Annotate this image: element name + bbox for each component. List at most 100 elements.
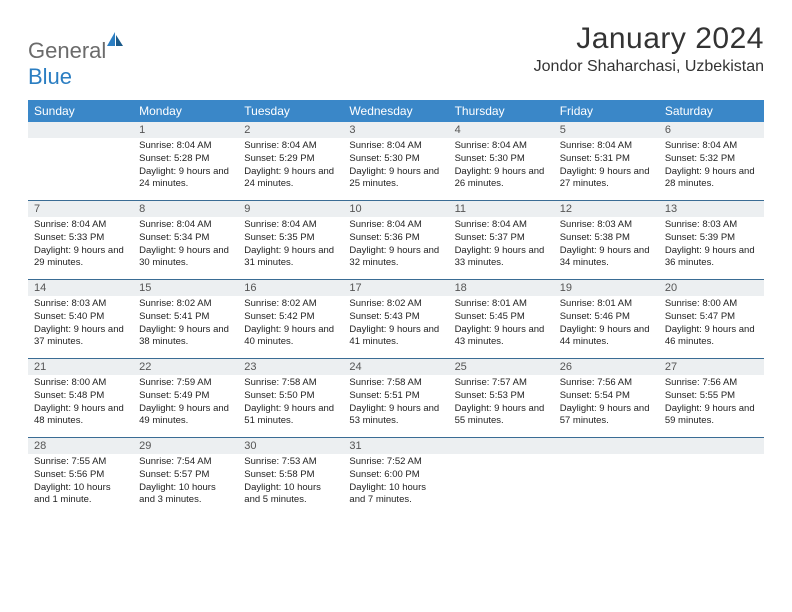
day-number (659, 438, 764, 454)
day-content: Sunrise: 7:54 AMSunset: 5:57 PMDaylight:… (133, 454, 238, 513)
day-number: 4 (449, 122, 554, 138)
weekday-header: Thursday (449, 100, 554, 122)
day-number: 12 (554, 201, 659, 217)
calendar-day: 26Sunrise: 7:56 AMSunset: 5:54 PMDayligh… (554, 359, 659, 437)
day-number: 29 (133, 438, 238, 454)
weekday-header: Saturday (659, 100, 764, 122)
day-content (449, 454, 554, 462)
day-content: Sunrise: 8:04 AMSunset: 5:36 PMDaylight:… (343, 217, 448, 276)
calendar-day: 4Sunrise: 8:04 AMSunset: 5:30 PMDaylight… (449, 122, 554, 200)
day-content: Sunrise: 8:02 AMSunset: 5:41 PMDaylight:… (133, 296, 238, 355)
day-content: Sunrise: 7:55 AMSunset: 5:56 PMDaylight:… (28, 454, 133, 513)
calendar-day: 13Sunrise: 8:03 AMSunset: 5:39 PMDayligh… (659, 201, 764, 279)
calendar-day: 14Sunrise: 8:03 AMSunset: 5:40 PMDayligh… (28, 280, 133, 358)
calendar-day: 30Sunrise: 7:53 AMSunset: 5:58 PMDayligh… (238, 438, 343, 516)
day-content: Sunrise: 8:04 AMSunset: 5:30 PMDaylight:… (343, 138, 448, 197)
calendar-day: 12Sunrise: 8:03 AMSunset: 5:38 PMDayligh… (554, 201, 659, 279)
day-number: 10 (343, 201, 448, 217)
day-number: 21 (28, 359, 133, 375)
day-number: 18 (449, 280, 554, 296)
calendar-day: 3Sunrise: 8:04 AMSunset: 5:30 PMDaylight… (343, 122, 448, 200)
day-number: 2 (238, 122, 343, 138)
logo: GeneralBlue (28, 22, 126, 90)
calendar-week: 28Sunrise: 7:55 AMSunset: 5:56 PMDayligh… (28, 438, 764, 516)
calendar-day: 15Sunrise: 8:02 AMSunset: 5:41 PMDayligh… (133, 280, 238, 358)
day-content: Sunrise: 8:02 AMSunset: 5:42 PMDaylight:… (238, 296, 343, 355)
day-number: 16 (238, 280, 343, 296)
day-number: 5 (554, 122, 659, 138)
day-number: 24 (343, 359, 448, 375)
calendar-day: 11Sunrise: 8:04 AMSunset: 5:37 PMDayligh… (449, 201, 554, 279)
month-title: January 2024 (534, 22, 764, 56)
calendar-day (449, 438, 554, 516)
location: Jondor Shaharchasi, Uzbekistan (534, 58, 764, 76)
day-content: Sunrise: 7:59 AMSunset: 5:49 PMDaylight:… (133, 375, 238, 434)
weekday-header-row: SundayMondayTuesdayWednesdayThursdayFrid… (28, 100, 764, 122)
day-number: 6 (659, 122, 764, 138)
day-content: Sunrise: 7:52 AMSunset: 6:00 PMDaylight:… (343, 454, 448, 513)
calendar-week: 14Sunrise: 8:03 AMSunset: 5:40 PMDayligh… (28, 280, 764, 359)
day-content: Sunrise: 7:58 AMSunset: 5:50 PMDaylight:… (238, 375, 343, 434)
day-content: Sunrise: 8:04 AMSunset: 5:28 PMDaylight:… (133, 138, 238, 197)
day-content: Sunrise: 8:00 AMSunset: 5:47 PMDaylight:… (659, 296, 764, 355)
weekday-header: Sunday (28, 100, 133, 122)
calendar-day: 17Sunrise: 8:02 AMSunset: 5:43 PMDayligh… (343, 280, 448, 358)
day-number: 3 (343, 122, 448, 138)
day-number: 23 (238, 359, 343, 375)
day-content: Sunrise: 7:56 AMSunset: 5:55 PMDaylight:… (659, 375, 764, 434)
day-number: 8 (133, 201, 238, 217)
title-block: January 2024 Jondor Shaharchasi, Uzbekis… (534, 22, 764, 76)
calendar-day: 7Sunrise: 8:04 AMSunset: 5:33 PMDaylight… (28, 201, 133, 279)
day-number: 19 (554, 280, 659, 296)
day-number: 14 (28, 280, 133, 296)
day-number: 20 (659, 280, 764, 296)
day-content: Sunrise: 8:04 AMSunset: 5:37 PMDaylight:… (449, 217, 554, 276)
calendar-day (28, 122, 133, 200)
logo-text: GeneralBlue (28, 30, 126, 90)
day-number: 22 (133, 359, 238, 375)
day-content: Sunrise: 8:02 AMSunset: 5:43 PMDaylight:… (343, 296, 448, 355)
calendar-day: 20Sunrise: 8:00 AMSunset: 5:47 PMDayligh… (659, 280, 764, 358)
day-number: 1 (133, 122, 238, 138)
calendar-day: 27Sunrise: 7:56 AMSunset: 5:55 PMDayligh… (659, 359, 764, 437)
day-content: Sunrise: 7:53 AMSunset: 5:58 PMDaylight:… (238, 454, 343, 513)
calendar-day: 25Sunrise: 7:57 AMSunset: 5:53 PMDayligh… (449, 359, 554, 437)
logo-text-general: General (28, 38, 106, 63)
day-number: 26 (554, 359, 659, 375)
calendar-day: 18Sunrise: 8:01 AMSunset: 5:45 PMDayligh… (449, 280, 554, 358)
day-content (28, 138, 133, 146)
day-content: Sunrise: 8:03 AMSunset: 5:40 PMDaylight:… (28, 296, 133, 355)
day-content: Sunrise: 7:58 AMSunset: 5:51 PMDaylight:… (343, 375, 448, 434)
day-number: 17 (343, 280, 448, 296)
weekday-header: Monday (133, 100, 238, 122)
day-number: 30 (238, 438, 343, 454)
day-number: 28 (28, 438, 133, 454)
day-content: Sunrise: 8:03 AMSunset: 5:39 PMDaylight:… (659, 217, 764, 276)
calendar-day (554, 438, 659, 516)
day-number: 13 (659, 201, 764, 217)
day-number: 25 (449, 359, 554, 375)
logo-sail-icon (104, 30, 126, 48)
day-number: 7 (28, 201, 133, 217)
day-content: Sunrise: 8:04 AMSunset: 5:33 PMDaylight:… (28, 217, 133, 276)
day-content: Sunrise: 7:56 AMSunset: 5:54 PMDaylight:… (554, 375, 659, 434)
day-number: 31 (343, 438, 448, 454)
calendar-week: 1Sunrise: 8:04 AMSunset: 5:28 PMDaylight… (28, 122, 764, 201)
calendar-day: 10Sunrise: 8:04 AMSunset: 5:36 PMDayligh… (343, 201, 448, 279)
day-number: 11 (449, 201, 554, 217)
day-number (28, 122, 133, 138)
day-number (449, 438, 554, 454)
day-number: 27 (659, 359, 764, 375)
calendar-day: 2Sunrise: 8:04 AMSunset: 5:29 PMDaylight… (238, 122, 343, 200)
day-content: Sunrise: 8:04 AMSunset: 5:35 PMDaylight:… (238, 217, 343, 276)
calendar-day: 23Sunrise: 7:58 AMSunset: 5:50 PMDayligh… (238, 359, 343, 437)
day-content: Sunrise: 8:04 AMSunset: 5:29 PMDaylight:… (238, 138, 343, 197)
header: GeneralBlue January 2024 Jondor Shaharch… (28, 22, 764, 90)
weekday-header: Friday (554, 100, 659, 122)
day-content: Sunrise: 8:04 AMSunset: 5:31 PMDaylight:… (554, 138, 659, 197)
day-content: Sunrise: 8:03 AMSunset: 5:38 PMDaylight:… (554, 217, 659, 276)
calendar-week: 21Sunrise: 8:00 AMSunset: 5:48 PMDayligh… (28, 359, 764, 438)
calendar-day (659, 438, 764, 516)
calendar: SundayMondayTuesdayWednesdayThursdayFrid… (28, 100, 764, 516)
day-content (659, 454, 764, 462)
